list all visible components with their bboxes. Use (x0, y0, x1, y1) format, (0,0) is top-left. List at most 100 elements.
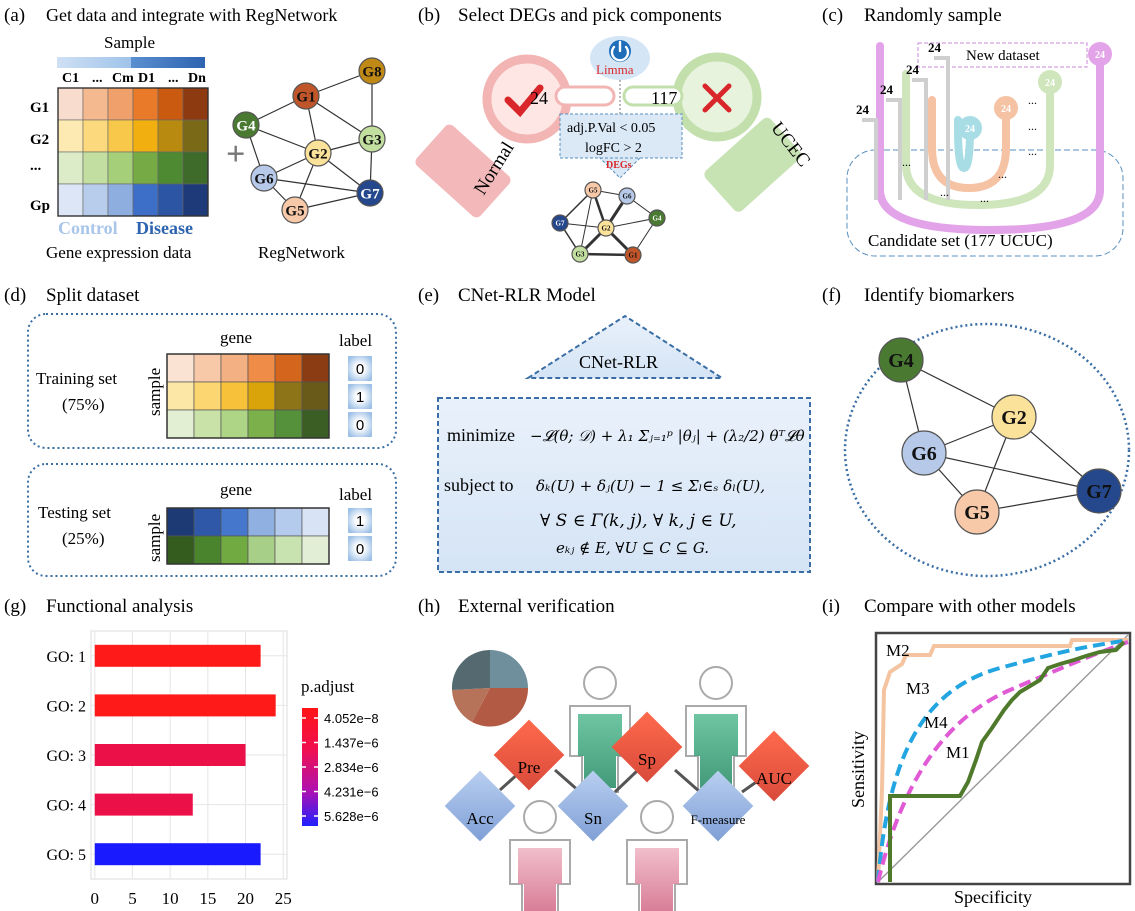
testing-pct: (25%) (62, 529, 104, 548)
train-cell (166, 353, 195, 383)
heatmap-cell (82, 183, 109, 217)
legend-tick-label: 5.628e−6 (324, 809, 379, 824)
panel-g: (g) Functional analysis GO: 1GO: 2GO: 3G… (4, 596, 379, 908)
testing-sample-label: sample (145, 514, 164, 562)
person-fill (578, 714, 622, 788)
category-label: GO: 5 (46, 847, 86, 864)
training-sample-label: sample (145, 368, 164, 416)
test-cell (166, 507, 195, 537)
heatmap-cell (57, 183, 84, 217)
model-roof (524, 314, 726, 379)
training-pct: (75%) (62, 395, 104, 414)
person-fill (635, 848, 679, 911)
panel-f-title: Identify biomarkers (864, 285, 1014, 306)
node-g7 (551, 214, 569, 232)
constraint-3: eₖⱼ ∉ E, ∀U ⊆ C ⊆ G. (556, 539, 709, 557)
pin-count: 24 (965, 124, 975, 135)
node-g5 (584, 181, 602, 199)
node-g1 (624, 246, 642, 264)
panel-b-title: Select DEGs and pick components (458, 5, 722, 26)
heatmap-cell (157, 151, 184, 185)
column-label: ... (92, 71, 103, 86)
legend-tick-label: 2.834e−6 (324, 760, 379, 775)
sampling-arcs: 24 24 24 24 24 24 24 24..................... (856, 40, 1112, 235)
test-cell (220, 535, 249, 565)
panel-f: (f) Identify biomarkers G4 G2 G6 G5 G7 (822, 285, 1131, 578)
stem-count: 24 (880, 82, 894, 97)
stem-count: 24 (906, 62, 920, 77)
panel-d-title: Split dataset (46, 285, 140, 306)
train-cell (193, 381, 222, 411)
model-name: CNet-RLR (579, 352, 658, 372)
node-label: G2 (602, 225, 611, 233)
node-label: G2 (308, 146, 327, 162)
column-label: Dn (188, 71, 206, 86)
node-g2 (597, 219, 615, 237)
train-label-cell (348, 356, 372, 381)
regnetwork-caption: RegNetwork (258, 243, 345, 262)
sample-pin (994, 96, 1018, 120)
training-label-heading: label (339, 331, 372, 350)
sampling-arc (928, 96, 1010, 193)
criteria-box (559, 113, 683, 159)
metric-tile (493, 719, 565, 791)
node-label: G5 (285, 203, 304, 219)
x-tick-label: 20 (237, 889, 254, 908)
node-g6 (901, 430, 947, 476)
test-label-value: 1 (356, 513, 364, 530)
constraint-2: ∀ S ∈ Γ(k, j), ∀ k, j ∈ U, (540, 511, 737, 531)
flow-arrow (613, 768, 640, 794)
node-g3 (358, 125, 386, 153)
training-label: Training set (36, 369, 117, 388)
training-heatmap (166, 353, 330, 439)
sampling-arc (876, 42, 1104, 235)
criteria-logfc: logFC > 2 (585, 141, 642, 156)
disease-label: Disease (136, 218, 193, 238)
heatmap-cell (157, 119, 184, 153)
biomarker-graph: G4 G2 G6 G5 G7 (878, 337, 1122, 535)
graph-edge (923, 452, 1100, 492)
bar-2 (94, 694, 276, 717)
test-cell (301, 507, 330, 537)
node-label: G7 (556, 220, 565, 228)
model-box (437, 397, 811, 573)
person-head (523, 800, 557, 834)
panel-h-tag: (h) (418, 596, 440, 617)
train-cell (274, 409, 303, 439)
candidate-box (846, 149, 1124, 257)
bar-4 (94, 793, 193, 816)
panel-c-title: Randomly sample (864, 5, 1002, 26)
person-head (699, 666, 733, 700)
bar-3 (94, 744, 246, 766)
ellipsis: ... (1028, 144, 1037, 158)
node-label: G4 (653, 215, 662, 223)
heatmap-cell (82, 87, 109, 121)
node-g2 (304, 139, 332, 167)
node-label: G7 (360, 186, 380, 202)
node-label: G1 (629, 252, 638, 260)
metric-tile (611, 711, 683, 783)
roc-m2 (876, 638, 1128, 883)
expression-heatmap (57, 87, 209, 217)
flow-arrow (674, 768, 701, 794)
graph-edge (579, 252, 634, 257)
train-label-cell (348, 384, 372, 409)
normal-count: 24 (530, 88, 548, 108)
test-label-cell (348, 508, 372, 533)
column-label: D1 (138, 71, 155, 86)
test-cell (274, 535, 303, 565)
train-cell (301, 381, 330, 411)
ucec-handle (704, 117, 801, 212)
ellipsis: ... (1028, 119, 1037, 133)
test-cell (247, 507, 276, 537)
column-label: C1 (62, 71, 79, 86)
model-label-m4: M4 (924, 713, 948, 732)
cross-icon (702, 83, 732, 113)
category-label: GO: 3 (46, 748, 86, 765)
category-labels: GO: 1 GO: 2 GO: 3 GO: 4 GO: 5 (46, 649, 86, 864)
heatmap-cell (157, 183, 184, 217)
row-label: G1 (30, 100, 49, 116)
panel-h: (h) External verification Pre Sp AUC Acc Sn F… (418, 596, 810, 911)
sample-label: Sample (104, 33, 155, 52)
